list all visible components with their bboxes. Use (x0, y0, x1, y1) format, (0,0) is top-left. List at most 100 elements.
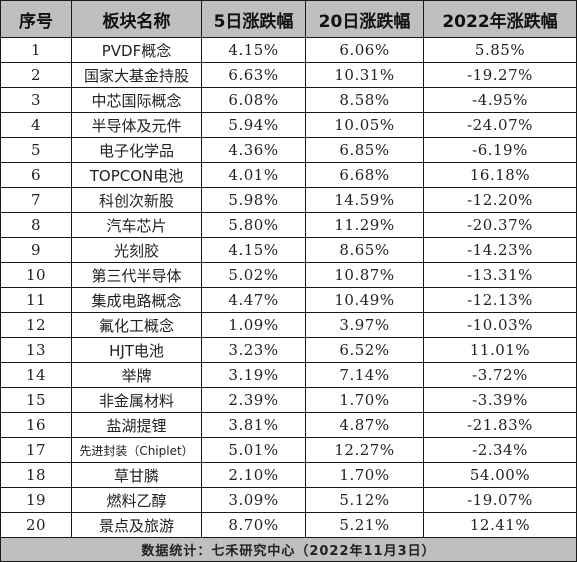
cell-5day-change: 2.10% (201, 462, 306, 488)
cell-index: 15 (0, 387, 72, 413)
cell-5day-change: 5.80% (201, 212, 306, 238)
cell-5day-change: 3.19% (201, 362, 306, 388)
cell-sector-name: 非金属材料 (71, 387, 202, 413)
cell-2022-change: -6.19% (423, 137, 577, 163)
table-body: 1 PVDF概念 4.15% 6.06% 5.85% 2 国家大基金持股 6.63% 10.31… (0, 37, 577, 538)
cell-5day-change: 1.09% (201, 312, 306, 338)
cell-5day-change: 3.09% (201, 487, 306, 513)
table-row: 16 盐湖提锂 3.81% 4.87% -21.83% (0, 412, 577, 438)
header-2022-change: 2022年涨跌幅 (423, 0, 577, 38)
table-row: 15 非金属材料 2.39% 1.70% -3.39% (0, 387, 577, 413)
cell-20day-change: 12.27% (305, 437, 424, 463)
table-row: 9 光刻胶 4.15% 8.65% -14.23% (0, 237, 577, 263)
table-row: 6 TOPCON电池 4.01% 6.68% 16.18% (0, 162, 577, 188)
cell-sector-name: 氟化工概念 (71, 312, 202, 338)
cell-index: 10 (0, 262, 72, 288)
cell-index: 20 (0, 512, 72, 538)
cell-5day-change: 4.36% (201, 137, 306, 163)
cell-5day-change: 3.23% (201, 337, 306, 363)
cell-5day-change: 6.63% (201, 62, 306, 88)
cell-2022-change: -12.13% (423, 287, 577, 313)
cell-20day-change: 10.87% (305, 262, 424, 288)
cell-index: 8 (0, 212, 72, 238)
cell-2022-change: 54.00% (423, 462, 577, 488)
cell-20day-change: 6.85% (305, 137, 424, 163)
cell-2022-change: -21.83% (423, 412, 577, 438)
cell-2022-change: -3.39% (423, 387, 577, 413)
cell-index: 9 (0, 237, 72, 263)
cell-sector-name: 汽车芯片 (71, 212, 202, 238)
footer-row: 数据统计：七禾研究中心（2022年11月3日） (0, 537, 577, 562)
cell-index: 17 (0, 437, 72, 463)
cell-index: 13 (0, 337, 72, 363)
table-row: 5 电子化学品 4.36% 6.85% -6.19% (0, 137, 577, 163)
cell-20day-change: 5.21% (305, 512, 424, 538)
cell-2022-change: -2.34% (423, 437, 577, 463)
table-row: 11 集成电路概念 4.47% 10.49% -12.13% (0, 287, 577, 313)
cell-index: 19 (0, 487, 72, 513)
cell-5day-change: 5.98% (201, 187, 306, 213)
cell-20day-change: 7.14% (305, 362, 424, 388)
cell-index: 5 (0, 137, 72, 163)
cell-5day-change: 4.15% (201, 237, 306, 263)
cell-20day-change: 10.49% (305, 287, 424, 313)
cell-2022-change: -12.20% (423, 187, 577, 213)
cell-sector-name: 半导体及元件 (71, 112, 202, 138)
cell-index: 11 (0, 287, 72, 313)
cell-20day-change: 1.70% (305, 462, 424, 488)
table-row: 7 科创次新股 5.98% 14.59% -12.20% (0, 187, 577, 213)
cell-20day-change: 14.59% (305, 187, 424, 213)
table-row: 19 燃料乙醇 3.09% 5.12% -19.07% (0, 487, 577, 513)
cell-2022-change: -24.07% (423, 112, 577, 138)
cell-20day-change: 10.05% (305, 112, 424, 138)
cell-sector-name: 国家大基金持股 (71, 62, 202, 88)
header-sector-name: 板块名称 (71, 0, 202, 38)
table-row: 2 国家大基金持股 6.63% 10.31% -19.27% (0, 62, 577, 88)
cell-sector-name: 集成电路概念 (71, 287, 202, 313)
cell-sector-name: 电子化学品 (71, 137, 202, 163)
cell-5day-change: 5.01% (201, 437, 306, 463)
cell-20day-change: 10.31% (305, 62, 424, 88)
cell-index: 12 (0, 312, 72, 338)
table-row: 18 草甘膦 2.10% 1.70% 54.00% (0, 462, 577, 488)
cell-sector-name: TOPCON电池 (71, 162, 202, 188)
cell-20day-change: 3.97% (305, 312, 424, 338)
cell-5day-change: 3.81% (201, 412, 306, 438)
header-20day-change: 20日涨跌幅 (305, 0, 424, 38)
cell-20day-change: 6.06% (305, 37, 424, 63)
table-row: 10 第三代半导体 5.02% 10.87% -13.31% (0, 262, 577, 288)
cell-index: 7 (0, 187, 72, 213)
cell-2022-change: 5.85% (423, 37, 577, 63)
cell-2022-change: -4.95% (423, 87, 577, 113)
cell-index: 2 (0, 62, 72, 88)
table-row: 4 半导体及元件 5.94% 10.05% -24.07% (0, 112, 577, 138)
table-row: 12 氟化工概念 1.09% 3.97% -10.03% (0, 312, 577, 338)
cell-index: 6 (0, 162, 72, 188)
cell-2022-change: 11.01% (423, 337, 577, 363)
cell-sector-name: 盐湖提锂 (71, 412, 202, 438)
cell-20day-change: 5.12% (305, 487, 424, 513)
header-row: 序号 板块名称 5日涨跌幅 20日涨跌幅 2022年涨跌幅 (0, 0, 577, 38)
cell-20day-change: 8.65% (305, 237, 424, 263)
cell-2022-change: -19.27% (423, 62, 577, 88)
cell-5day-change: 6.08% (201, 87, 306, 113)
cell-2022-change: -14.23% (423, 237, 577, 263)
cell-5day-change: 4.15% (201, 37, 306, 63)
cell-index: 1 (0, 37, 72, 63)
cell-2022-change: 12.41% (423, 512, 577, 538)
cell-2022-change: -20.37% (423, 212, 577, 238)
cell-5day-change: 8.70% (201, 512, 306, 538)
cell-2022-change: -10.03% (423, 312, 577, 338)
cell-20day-change: 11.29% (305, 212, 424, 238)
cell-2022-change: 16.18% (423, 162, 577, 188)
table-row: 13 HJT电池 3.23% 6.52% 11.01% (0, 337, 577, 363)
table-row: 3 中芯国际概念 6.08% 8.58% -4.95% (0, 87, 577, 113)
cell-20day-change: 4.87% (305, 412, 424, 438)
cell-index: 4 (0, 112, 72, 138)
cell-2022-change: -3.72% (423, 362, 577, 388)
table-row: 17 先进封装（Chiplet） 5.01% 12.27% -2.34% (0, 437, 577, 463)
cell-sector-name: PVDF概念 (71, 37, 202, 63)
header-5day-change: 5日涨跌幅 (201, 0, 306, 38)
